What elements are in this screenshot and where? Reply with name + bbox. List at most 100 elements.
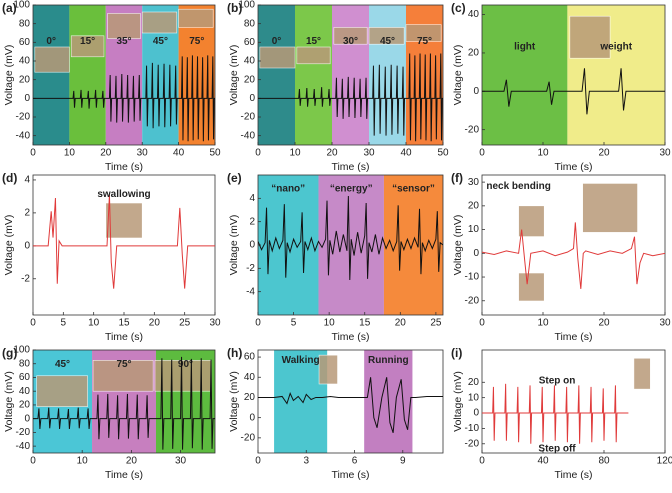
x-tick-label: 10 bbox=[537, 318, 549, 329]
x-tick-label: 0 bbox=[479, 318, 485, 329]
region bbox=[33, 5, 70, 145]
plot-frame bbox=[257, 349, 444, 454]
y-axis-label: Voltage (mV) bbox=[3, 45, 15, 106]
y-tick-label: 60 bbox=[19, 372, 31, 383]
signal-line bbox=[482, 383, 629, 444]
y-tick-label: 40 bbox=[19, 56, 31, 67]
panel-label: (b) bbox=[227, 1, 242, 15]
photo bbox=[582, 183, 638, 233]
signal-line bbox=[258, 195, 443, 281]
signal-line bbox=[33, 356, 215, 450]
y-tick-label: 2 bbox=[24, 208, 30, 219]
y-tick-label: 0 bbox=[473, 86, 479, 97]
x-tick-label: 20 bbox=[149, 318, 161, 329]
y-tick-label: -40 bbox=[16, 130, 31, 141]
signal-line bbox=[33, 55, 215, 142]
x-tick-label: 15 bbox=[118, 318, 130, 329]
y-tick-label: -2 bbox=[21, 273, 30, 284]
x-tick-label: 25 bbox=[430, 318, 442, 329]
region bbox=[274, 350, 328, 453]
region-label: 75° bbox=[417, 36, 432, 47]
region-label: weight bbox=[599, 42, 632, 53]
y-axis-label: Voltage (mV) bbox=[228, 45, 240, 106]
y-tick-label: -10 bbox=[465, 423, 480, 434]
x-tick-label: 3 bbox=[303, 456, 309, 467]
y-tick-label: 0 bbox=[249, 412, 255, 423]
x-axis-label: Time (s) bbox=[331, 161, 369, 173]
y-tick-label: 0 bbox=[249, 93, 255, 104]
y-tick-label: -20 bbox=[465, 438, 480, 449]
annotation: swallowing bbox=[97, 189, 150, 200]
x-tick-label: 20 bbox=[100, 148, 112, 159]
x-tick-label: 50 bbox=[437, 148, 449, 159]
annotation: Step off bbox=[538, 444, 576, 455]
x-tick-label: 5 bbox=[291, 318, 297, 329]
y-tick-label: 40 bbox=[244, 56, 256, 67]
x-tick-label: 0 bbox=[30, 318, 36, 329]
panel-label: (e) bbox=[227, 171, 242, 185]
panel: 45° 75° 90° 0 10 20 30 -40 -20 0 20 40 60 80 100 Time (… bbox=[2, 345, 216, 481]
region bbox=[69, 5, 106, 145]
x-tick-label: 20 bbox=[598, 148, 610, 159]
y-tick-label: 0 bbox=[473, 248, 479, 259]
region-label: 45° bbox=[153, 36, 168, 47]
y-tick-label: 20 bbox=[468, 377, 480, 388]
y-tick-label: -20 bbox=[241, 432, 256, 443]
region-label: “nano” bbox=[271, 184, 305, 195]
y-tick-label: 30 bbox=[468, 177, 480, 188]
region-label: light bbox=[514, 42, 536, 53]
y-tick-label: 0 bbox=[473, 408, 479, 419]
y-axis-label: Voltage (mV) bbox=[452, 371, 464, 432]
x-tick-label: 40 bbox=[537, 456, 549, 467]
y-axis-label: Voltage (mV) bbox=[452, 215, 464, 276]
x-tick-label: 6 bbox=[352, 456, 358, 467]
panel-label: (c) bbox=[451, 1, 466, 15]
x-tick-label: 0 bbox=[255, 148, 261, 159]
photo bbox=[70, 35, 105, 58]
x-tick-label: 80 bbox=[598, 456, 610, 467]
photo bbox=[259, 46, 296, 69]
panel-label: (h) bbox=[227, 346, 242, 360]
x-tick-label: 10 bbox=[77, 456, 89, 467]
x-axis-label: Time (s) bbox=[105, 331, 143, 343]
y-axis-label: Voltage (mV) bbox=[228, 371, 240, 432]
photo bbox=[296, 46, 331, 65]
region bbox=[295, 5, 332, 145]
x-tick-label: 120 bbox=[657, 456, 672, 467]
panel: light weight 0 10 20 30 -20 0 20 40 Time (s) Voltag… bbox=[451, 1, 671, 173]
y-tick-label: 0 bbox=[24, 413, 30, 424]
y-tick-label: 80 bbox=[244, 18, 256, 29]
plot-frame bbox=[32, 4, 216, 146]
signal-line bbox=[482, 68, 665, 115]
x-tick-label: 20 bbox=[326, 148, 338, 159]
x-tick-label: 9 bbox=[400, 456, 406, 467]
region-label: 45° bbox=[380, 36, 395, 47]
signal-line bbox=[258, 377, 443, 433]
x-tick-label: 0 bbox=[479, 148, 485, 159]
annotation: neck bending bbox=[486, 181, 550, 192]
region-label: 0° bbox=[272, 36, 282, 47]
x-tick-label: 0 bbox=[255, 318, 261, 329]
region-label: 75° bbox=[116, 359, 131, 370]
panel: Walking Running 0 3 6 9 -20 0 20 40 60 Time (s) Volt… bbox=[227, 346, 444, 481]
x-tick-label: 0 bbox=[30, 456, 36, 467]
y-tick-label: 20 bbox=[468, 200, 480, 211]
photo bbox=[518, 205, 545, 237]
y-tick-label: 20 bbox=[19, 400, 31, 411]
y-tick-label: 2 bbox=[249, 216, 255, 227]
x-axis-label: Time (s) bbox=[554, 161, 592, 173]
photo bbox=[34, 46, 70, 73]
y-tick-label: 60 bbox=[244, 352, 256, 363]
x-tick-label: 40 bbox=[400, 148, 412, 159]
x-axis-label: Time (s) bbox=[554, 331, 592, 343]
y-axis-label: Voltage (mV) bbox=[3, 215, 15, 276]
y-tick-label: -20 bbox=[465, 295, 480, 306]
y-tick-label: -40 bbox=[241, 130, 256, 141]
x-tick-label: 0 bbox=[30, 148, 36, 159]
region bbox=[258, 5, 295, 145]
region-label: 45° bbox=[55, 359, 70, 370]
y-tick-label: 20 bbox=[244, 74, 256, 85]
x-tick-label: 10 bbox=[289, 148, 301, 159]
y-tick-label: 0 bbox=[24, 93, 30, 104]
